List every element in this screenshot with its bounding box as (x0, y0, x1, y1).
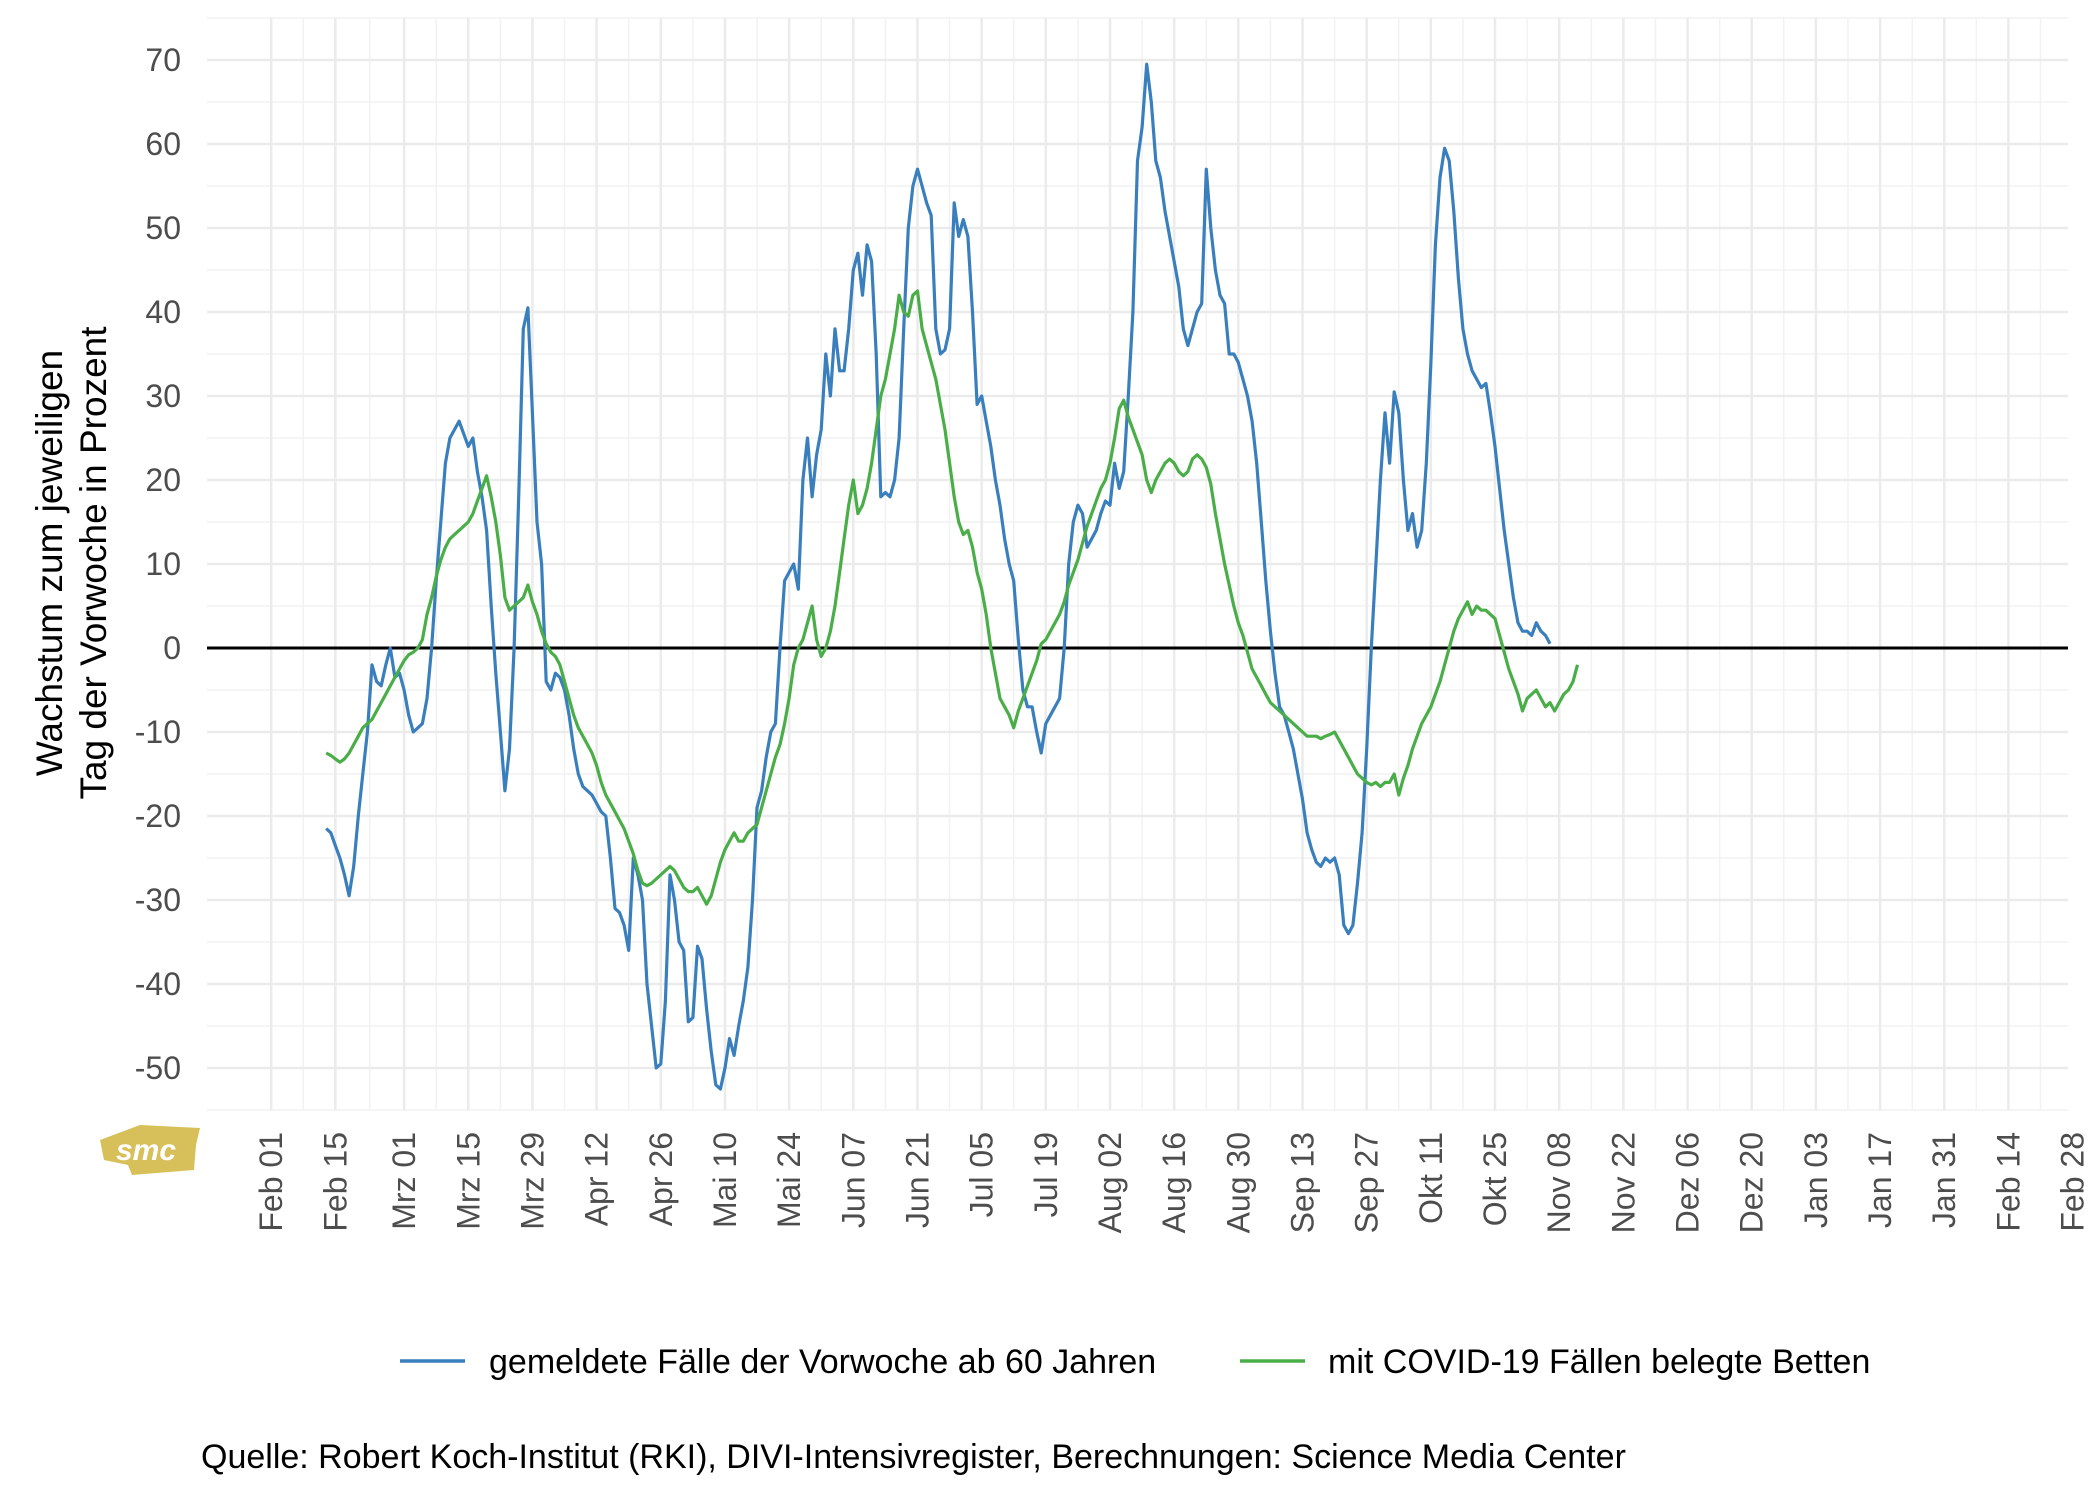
x-tick-label: Feb 15 (317, 1132, 353, 1232)
x-tick-label: Nov 22 (1605, 1132, 1641, 1233)
x-tick-label: Aug 30 (1220, 1132, 1256, 1233)
legend-label-cases: gemeldete Fälle der Vorwoche ab 60 Jahre… (489, 1343, 1156, 1381)
major-gridlines (207, 18, 2068, 1110)
x-tick-label: Jan 31 (1926, 1132, 1962, 1228)
y-tick-label: -40 (135, 966, 181, 1002)
x-tick-label: Sep 27 (1349, 1132, 1385, 1233)
legend-label-beds: mit COVID-19 Fällen belegte Betten (1328, 1343, 1870, 1381)
smc-logo-shape (100, 1125, 200, 1175)
x-tick-label: Jan 03 (1798, 1132, 1834, 1228)
y-axis-title-line-1: Wachstum zum jeweiligen (29, 350, 70, 776)
series-line-beds (325, 289, 1580, 906)
source-caption: Quelle: Robert Koch-Institut (RKI), DIVI… (201, 1438, 1626, 1476)
x-tick-label: Jun 21 (899, 1132, 935, 1228)
x-tick-label: Okt 25 (1477, 1132, 1513, 1226)
x-tick-label: Mai 24 (771, 1132, 807, 1228)
smc-logo-text: smc (116, 1134, 176, 1167)
y-tick-label: 40 (145, 294, 181, 330)
y-tick-label: -50 (135, 1050, 181, 1086)
legend: gemeldete Fälle der Vorwoche ab 60 Jahre… (400, 1343, 1870, 1381)
series-layer (325, 62, 1580, 1091)
x-tick-label: Jun 07 (835, 1132, 871, 1228)
y-tick-label: -30 (135, 882, 181, 918)
x-tick-label: Mrz 29 (514, 1132, 550, 1230)
x-tick-label: Aug 16 (1156, 1132, 1192, 1233)
x-axis-tick-labels: Feb 01 Feb 15 Mrz 01 Mrz 15 Mrz 29 Apr 12 Apr … (253, 1132, 2090, 1233)
x-tick-label: Apr 12 (579, 1132, 615, 1226)
x-tick-label: Jan 17 (1862, 1132, 1898, 1228)
x-tick-label: Aug 02 (1092, 1132, 1128, 1233)
x-tick-label: Feb 28 (2055, 1132, 2091, 1232)
x-tick-label: Mrz 15 (450, 1132, 486, 1230)
y-tick-label: 0 (163, 630, 181, 666)
x-tick-label: Mrz 01 (386, 1132, 422, 1230)
x-tick-label: Feb 01 (253, 1132, 289, 1232)
smc-logo: smc (100, 1125, 200, 1175)
x-tick-label: Sep 13 (1285, 1132, 1321, 1233)
y-tick-label: 10 (145, 546, 181, 582)
y-tick-label: -10 (135, 714, 181, 750)
x-tick-label: Nov 08 (1541, 1132, 1577, 1233)
y-axis-title-line-2: Tag der Vorwoche in Prozent (73, 326, 114, 800)
y-tick-label: 50 (145, 210, 181, 246)
series-line-cases (325, 62, 1552, 1091)
y-axis-tick-labels: -50 -40 -30 -20 -10 0 10 20 30 40 50 60 70 (135, 42, 181, 1086)
x-tick-label: Jul 19 (1028, 1132, 1064, 1217)
y-tick-label: 70 (145, 42, 181, 78)
y-tick-label: 60 (145, 126, 181, 162)
x-tick-label: Okt 11 (1413, 1132, 1449, 1224)
y-tick-label: 20 (145, 462, 181, 498)
x-tick-label: Mai 10 (707, 1132, 743, 1228)
y-tick-label: 30 (145, 378, 181, 414)
x-tick-label: Jul 05 (964, 1132, 1000, 1217)
x-tick-label: Feb 14 (1990, 1132, 2026, 1232)
y-tick-label: -20 (135, 798, 181, 834)
x-tick-label: Dez 20 (1734, 1132, 1770, 1233)
x-tick-label: Apr 26 (643, 1132, 679, 1226)
x-tick-label: Dez 06 (1670, 1132, 1706, 1233)
y-axis-title: Wachstum zum jeweiligen Tag der Vorwoche… (29, 326, 114, 800)
